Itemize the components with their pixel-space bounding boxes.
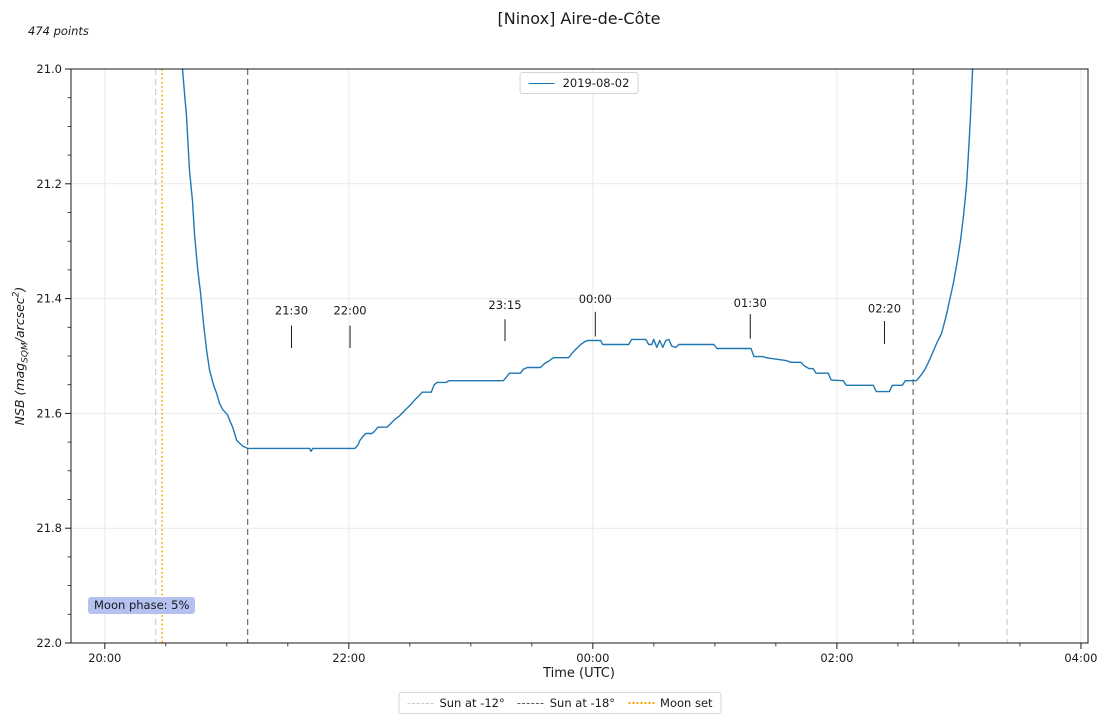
y-tick-label: 21.4	[36, 292, 62, 306]
legend-entry: Sun at -18°	[517, 696, 616, 710]
x-axis-label: Time (UTC)	[543, 666, 615, 681]
points-count-note: 474 points	[28, 24, 89, 38]
legend-entry: Sun at -12°	[407, 696, 505, 710]
legend-entry-label: Moon set	[660, 696, 713, 710]
time-annotation-label: 23:15	[488, 298, 521, 312]
time-annotation-label: 00:00	[579, 292, 612, 306]
series-line-sample	[528, 82, 555, 84]
dotted-line-sample	[628, 702, 655, 704]
legend-entry-label: Sun at -12°	[439, 696, 505, 710]
dashed-line-sample	[517, 702, 544, 704]
x-tick-label: 20:00	[88, 651, 121, 665]
x-tick-label: 02:00	[820, 651, 853, 665]
legend-entry-label: Sun at -18°	[549, 696, 616, 710]
series-legend: 2019-08-02	[519, 72, 639, 94]
legend-entry: Moon set	[628, 696, 713, 710]
y-tick-label: 22.0	[36, 636, 62, 650]
y-tick-label: 21.0	[36, 62, 62, 76]
x-tick-label: 04:00	[1064, 651, 1097, 665]
data-line	[181, 68, 974, 452]
y-tick-label: 21.8	[36, 521, 62, 535]
dashed-line-sample	[407, 702, 434, 704]
time-annotation-label: 21:30	[275, 304, 308, 318]
series-legend-label: 2019-08-02	[562, 76, 630, 90]
plot-border	[70, 68, 1089, 644]
time-annotation-label: 22:00	[333, 304, 366, 318]
x-tick-label: 00:00	[576, 651, 609, 665]
moon-phase-badge: Moon phase: 5%	[88, 597, 196, 614]
x-tick-label: 22:00	[332, 651, 365, 665]
y-tick-label: 21.2	[36, 177, 62, 191]
time-annotation-label: 01:30	[734, 296, 767, 310]
chart-title: [Ninox] Aire-de-Côte	[497, 9, 661, 28]
time-annotation-label: 02:20	[868, 301, 901, 315]
y-tick-label: 21.6	[36, 406, 62, 420]
bottom-legend: Sun at -12° Sun at -18° Moon set	[398, 692, 722, 714]
